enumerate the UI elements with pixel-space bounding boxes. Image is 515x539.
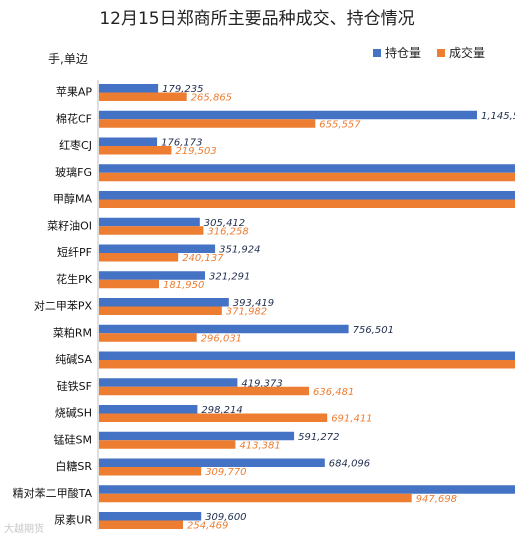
bar-volume-pf xyxy=(99,253,179,262)
data-label-holdings-rm: 756,501 xyxy=(353,325,394,336)
category-label-sr: 白糖SR xyxy=(55,459,92,473)
bar-volume-sa xyxy=(99,360,515,369)
legend: 持仓量 成交量 xyxy=(373,45,485,60)
data-label-holdings-sf: 419,373 xyxy=(241,378,282,389)
bar-holdings-pk xyxy=(99,271,205,280)
bar-holdings-sr xyxy=(99,458,325,467)
bar-holdings-sf xyxy=(99,378,238,387)
data-label-holdings-sr: 684,096 xyxy=(329,459,370,470)
data-label-volume-px: 371,982 xyxy=(226,307,267,318)
bar-holdings-rm xyxy=(99,324,349,334)
data-label-holdings-cf: 1,145,548 xyxy=(481,111,515,122)
category-label-ur: 尿素UR xyxy=(54,514,92,527)
bar-holdings-ur xyxy=(99,512,202,521)
category-label-ta: 精对苯二甲酸TA xyxy=(13,486,93,500)
category-label-oi: 菜籽油OI xyxy=(47,218,92,232)
bar-volume-sh xyxy=(99,413,328,422)
category-label-sa: 纯碱SA xyxy=(55,353,92,366)
category-label-rm: 菜粕RM xyxy=(53,325,92,339)
category-label-pf: 短纤PF xyxy=(57,245,92,259)
legend-label-volume: 成交量 xyxy=(449,45,485,60)
bar-volume-sf xyxy=(99,386,309,396)
data-label-holdings-sm: 591,272 xyxy=(298,432,339,443)
data-label-holdings-px: 393,419 xyxy=(233,298,274,309)
data-label-volume-cj: 219,503 xyxy=(175,146,216,157)
bar-volume-ta xyxy=(99,493,412,503)
bar-volume-cf xyxy=(99,119,316,128)
unit-label: 手,单边 xyxy=(48,52,88,66)
data-label-volume-sr: 309,770 xyxy=(205,467,246,478)
data-label-volume-sm: 413,381 xyxy=(239,440,280,451)
bar-holdings-cj xyxy=(99,137,158,146)
bar-volume-ap xyxy=(99,92,187,101)
data-label-volume-sf: 636,481 xyxy=(313,387,354,398)
bar-holdings-sm xyxy=(99,431,295,441)
data-label-holdings-pk: 321,291 xyxy=(209,271,250,282)
bar-volume-ma xyxy=(99,199,515,208)
legend-swatch-holdings xyxy=(373,49,381,57)
bar-holdings-ma xyxy=(99,191,515,200)
bar-holdings-ap xyxy=(99,84,159,93)
category-label-cf: 棉花CF xyxy=(56,111,92,125)
category-label-sm: 锰硅SM xyxy=(54,432,92,446)
data-label-volume-pk: 181,950 xyxy=(163,280,204,291)
category-label-pk: 花生PK xyxy=(56,272,93,286)
bar-holdings-pf xyxy=(99,244,216,253)
bar-holdings-ta xyxy=(99,485,515,494)
bar-holdings-px xyxy=(99,298,229,307)
category-label-ma: 甲醇MA xyxy=(53,192,92,206)
bar-holdings-sh xyxy=(99,405,198,414)
data-label-volume-sh: 691,411 xyxy=(331,414,372,425)
data-label-holdings-sh: 298,214 xyxy=(201,405,242,416)
bar-holdings-oi xyxy=(99,217,200,227)
category-label-ap: 苹果AP xyxy=(56,85,93,99)
chart-title: 12月15日郑商所主要品种成交、持仓情况 xyxy=(99,9,414,29)
data-label-volume-ur: 254,469 xyxy=(187,521,228,532)
category-label-px: 对二甲苯PX xyxy=(34,299,93,313)
bar-volume-sm xyxy=(99,440,236,449)
bar-holdings-fg xyxy=(99,164,515,173)
bar-volume-rm xyxy=(99,333,197,342)
data-label-holdings-ap: 179,235 xyxy=(162,84,203,95)
bar-volume-oi xyxy=(99,226,204,235)
data-label-holdings-pf: 351,924 xyxy=(219,245,260,256)
data-label-holdings-oi: 305,412 xyxy=(204,218,245,229)
data-label-volume-ta: 947,698 xyxy=(416,494,457,505)
data-label-holdings-cj: 176,173 xyxy=(161,138,202,149)
bar-volume-fg xyxy=(99,172,515,182)
bar-volume-pk xyxy=(99,279,159,289)
bar-holdings-cf xyxy=(99,110,477,120)
bar-volume-sr xyxy=(99,467,202,476)
legend-label-holdings: 持仓量 xyxy=(385,45,421,60)
category-label-fg: 玻璃FG xyxy=(55,165,92,179)
category-label-sh: 烧碱SH xyxy=(55,407,92,420)
data-label-holdings-ur: 309,600 xyxy=(205,512,246,523)
bar-holdings-sa xyxy=(99,351,515,360)
legend-swatch-volume xyxy=(437,49,445,57)
data-label-volume-pf: 240,137 xyxy=(182,253,224,264)
data-label-volume-cf: 655,557 xyxy=(319,119,361,130)
data-label-volume-oi: 316,258 xyxy=(207,226,248,237)
category-label-sf: 硅铁SF xyxy=(57,380,92,393)
category-label-cj: 红枣CJ xyxy=(59,139,92,152)
watermark: 大越期货 xyxy=(4,524,44,535)
bar-volume-cj xyxy=(99,146,172,155)
data-label-volume-ap: 265,865 xyxy=(191,93,232,104)
data-label-volume-rm: 296,031 xyxy=(201,333,242,344)
bar-volume-ur xyxy=(99,520,183,529)
bar-volume-px xyxy=(99,306,222,315)
